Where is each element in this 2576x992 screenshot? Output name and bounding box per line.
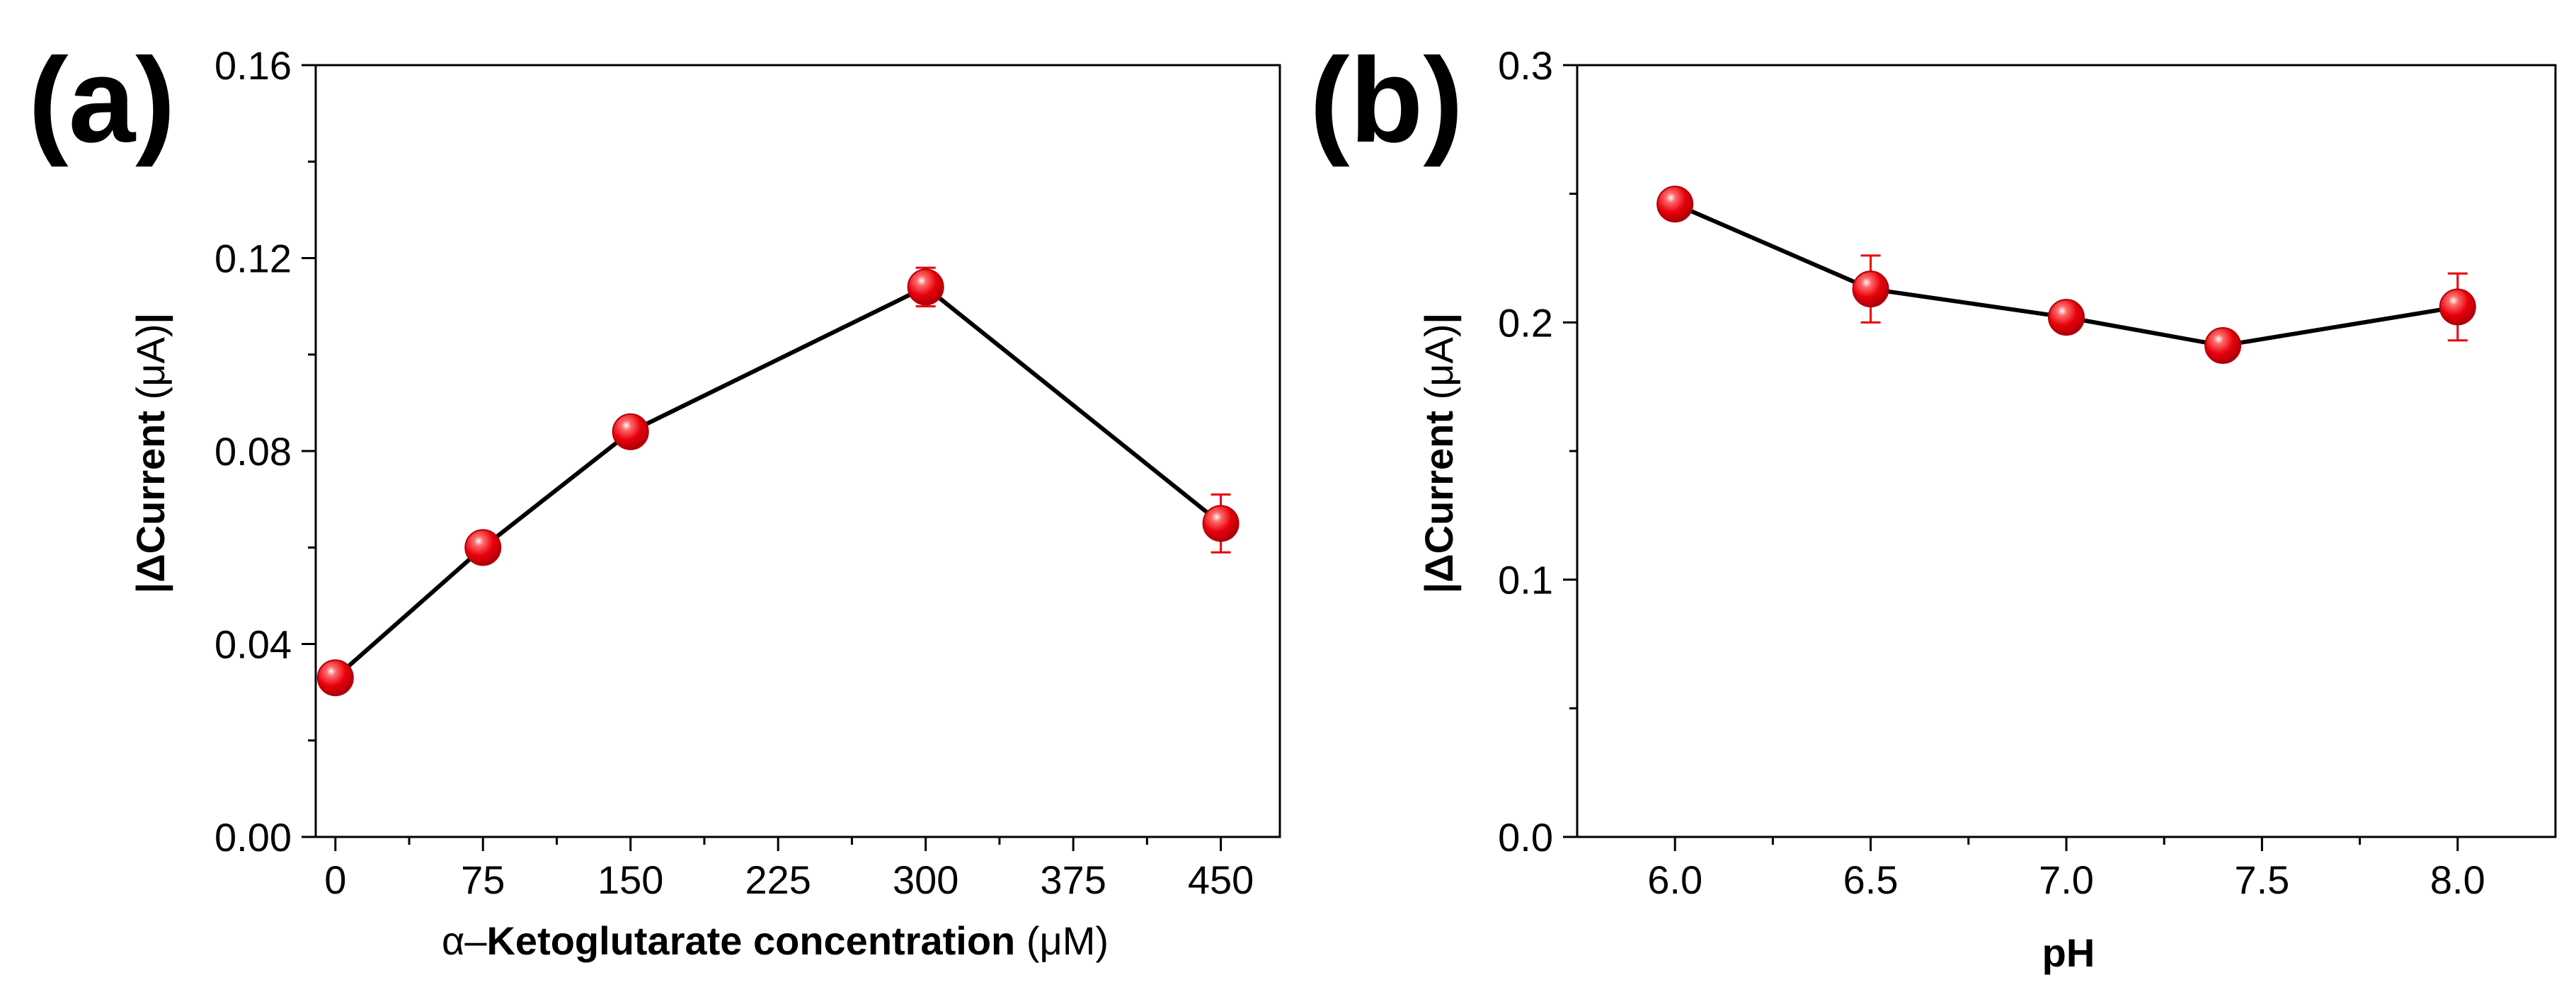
y-axis-title-main-b: |ΔCurrent (1416, 399, 1462, 593)
data-point-a-3 (907, 268, 944, 306)
y-tick-label-a-2: 0.08 (214, 429, 292, 474)
y-tick-label-a-3: 0.12 (214, 236, 292, 281)
data-point-a-4 (1202, 505, 1240, 542)
data-point-b-4 (2439, 288, 2476, 326)
chart-panel-b: (b) 6.0 6.5 7.0 7.5 8.0 0.0 0.1 0.2 0.3 pH |ΔCur… (1310, 33, 2557, 975)
x-axis-title-unit-a: (μM) (1026, 918, 1109, 963)
y-axis-title-unit-a: (μA) (128, 324, 173, 400)
x-axis-title-main-a: Ketoglutarate concentration (486, 918, 1026, 963)
y-axis-title-a: |ΔCurrent (μA)| (128, 313, 173, 593)
x-tick-label-a-3: 225 (745, 857, 811, 902)
series-line-a (333, 285, 1223, 680)
x-tick-label-a-6: 450 (1188, 857, 1254, 902)
panel-label-a: (a) (28, 33, 176, 168)
y-tick-label-a-1: 0.04 (214, 622, 292, 667)
y-axis-title-unit-b: (μA) (1416, 324, 1461, 400)
x-tick-label-a-1: 75 (461, 857, 505, 902)
y-tick-label-a-4: 0.16 (214, 43, 292, 88)
y-tick-label-b-0: 0.0 (1498, 815, 1553, 860)
panel-label-b: (b) (1310, 33, 1463, 168)
plot-frame-b (1576, 64, 2557, 838)
chart-panel-a: (a) 0 75 150 225 300 375 450 0.00 0.04 0.08 0.12 0.… (28, 33, 1281, 963)
y-tick-label-b-1: 0.1 (1498, 558, 1553, 603)
data-point-b-1 (1852, 270, 1889, 308)
x-tick-label-b-4: 8.0 (2430, 857, 2485, 902)
data-points-a (316, 268, 1240, 697)
y-axis-title-suffix-a: | (128, 313, 173, 324)
data-points-b (1656, 186, 2476, 365)
y-tick-label-b-3: 0.3 (1498, 43, 1553, 88)
x-tick-label-b-1: 6.5 (1843, 857, 1899, 902)
data-point-b-0 (1656, 186, 1694, 223)
axis-ticks-b: 6.0 6.5 7.0 7.5 8.0 0.0 0.1 0.2 0.3 (1498, 43, 2485, 902)
x-tick-label-a-2: 150 (597, 857, 663, 902)
data-point-a-2 (612, 413, 649, 450)
x-axis-title-b: pH (2042, 930, 2095, 975)
data-point-b-3 (2204, 327, 2242, 365)
data-point-a-1 (464, 529, 502, 566)
x-tick-label-a-4: 300 (893, 857, 958, 902)
x-axis-title-main-b: pH (2042, 930, 2095, 975)
data-point-b-2 (2048, 299, 2085, 336)
x-tick-label-a-0: 0 (324, 857, 346, 902)
y-tick-label-b-2: 0.2 (1498, 300, 1553, 345)
y-axis-title-b: |ΔCurrent (μA)| (1416, 313, 1462, 593)
y-tick-label-a-0: 0.00 (214, 815, 292, 860)
x-tick-label-b-2: 7.0 (2039, 857, 2094, 902)
x-tick-label-a-5: 375 (1040, 857, 1106, 902)
plot-frame-a (314, 64, 1281, 838)
x-axis-title-prefix-a: α– (442, 918, 487, 963)
error-bars-b (1860, 254, 2468, 342)
x-tick-label-b-3: 7.5 (2234, 857, 2289, 902)
x-axis-title-a: α–Ketoglutarate concentration (μM) (442, 918, 1109, 963)
y-axis-title-suffix-b: | (1416, 313, 1462, 324)
series-line-a-0 (333, 285, 1223, 680)
x-tick-label-b-0: 6.0 (1647, 857, 1702, 902)
y-axis-title-main-a: |ΔCurrent (128, 399, 173, 593)
error-bars-a (915, 266, 1231, 554)
data-point-a-0 (316, 659, 354, 697)
axis-ticks-a: 0 75 150 225 300 375 450 0.00 0.04 0.08 0.12 0.16 (214, 43, 1254, 902)
